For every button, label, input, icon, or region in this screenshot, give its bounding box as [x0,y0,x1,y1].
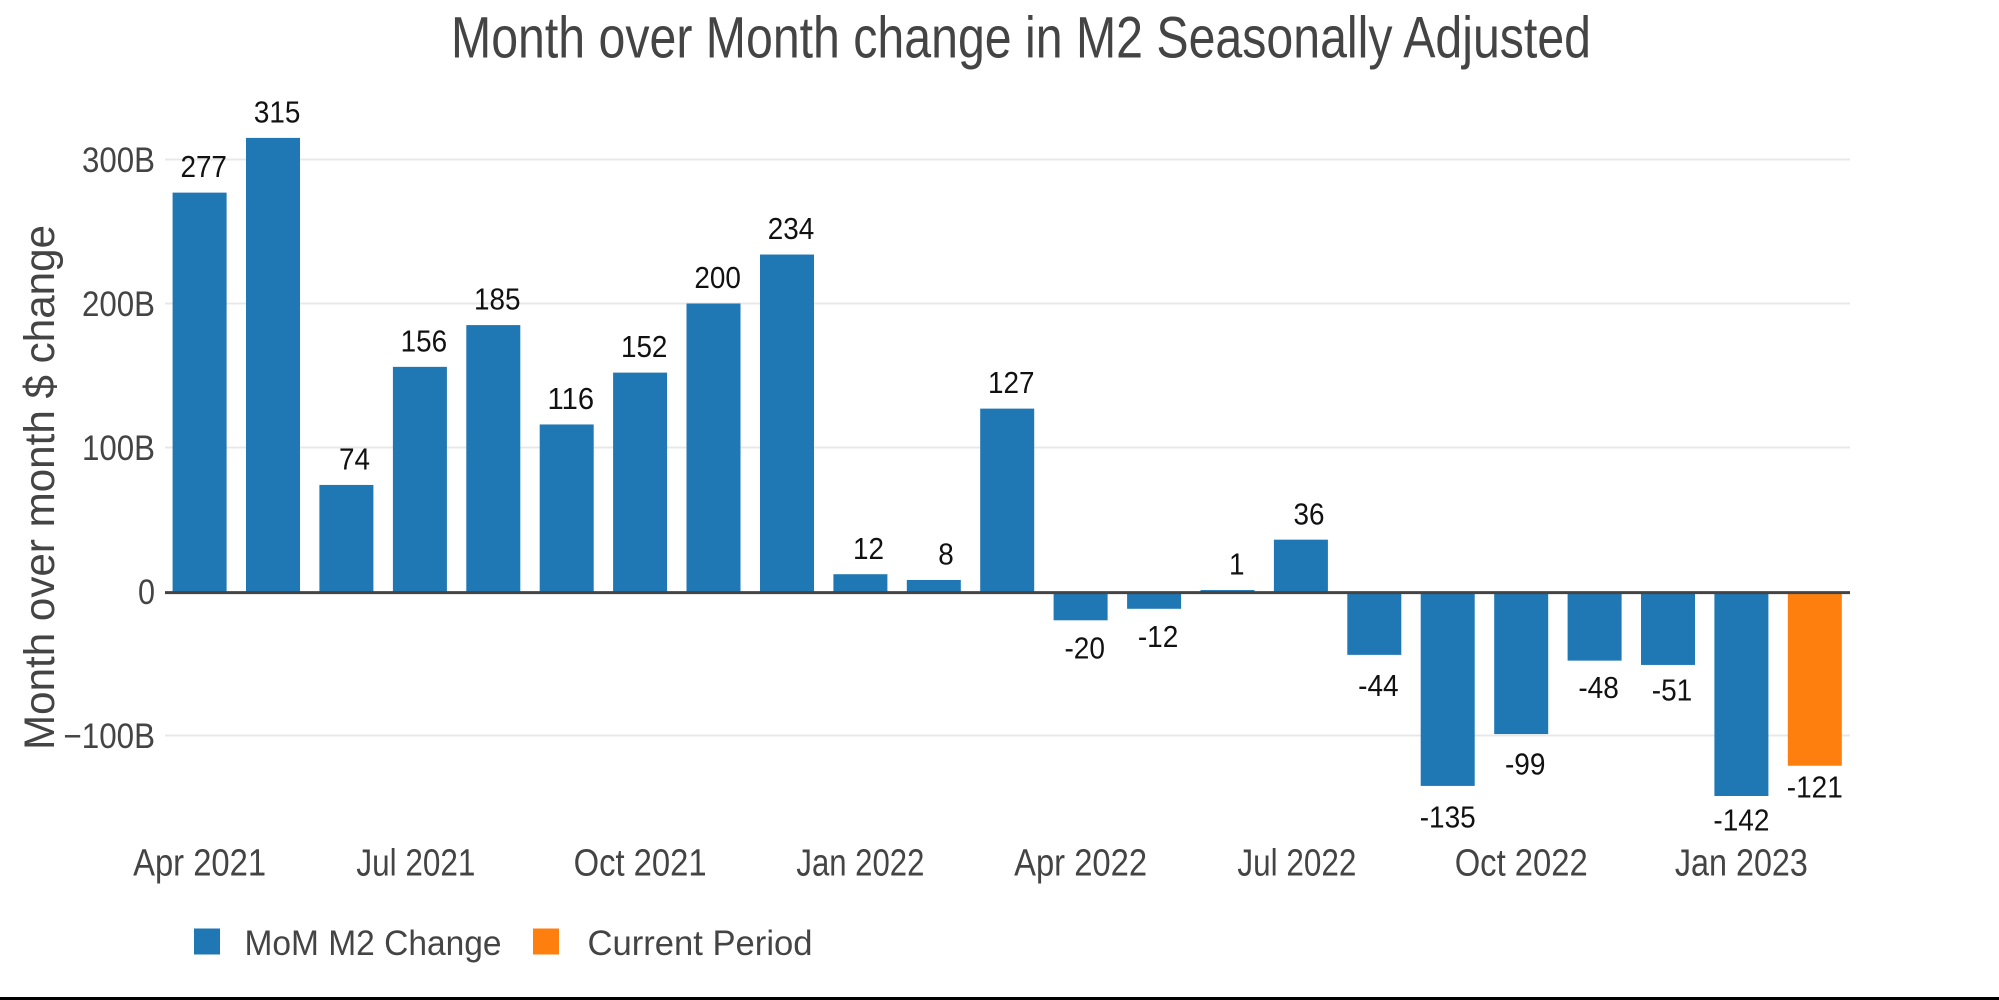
svg-text:Apr 2021: Apr 2021 [133,842,266,884]
svg-text:100B: 100B [82,429,155,468]
svg-text:Oct 2021: Oct 2021 [574,842,707,884]
svg-text:300B: 300B [82,141,155,180]
svg-text:MoM M2 Change: MoM M2 Change [245,924,502,963]
svg-text:200B: 200B [82,285,155,324]
svg-text:−100B: −100B [64,717,156,756]
svg-text:74: 74 [339,443,370,477]
svg-text:0: 0 [138,573,155,612]
svg-text:-135: -135 [1420,800,1476,834]
svg-text:200: 200 [694,261,741,295]
svg-text:-12: -12 [1138,620,1179,654]
svg-text:-142: -142 [1713,804,1769,838]
svg-text:-48: -48 [1578,671,1619,705]
svg-text:116: 116 [548,382,595,416]
svg-text:-44: -44 [1358,669,1399,703]
svg-text:Current Period: Current Period [588,924,813,963]
svg-text:12: 12 [853,532,884,566]
svg-text:36: 36 [1294,497,1325,531]
svg-text:156: 156 [401,325,448,359]
svg-text:8: 8 [938,538,954,572]
svg-text:-99: -99 [1505,748,1546,782]
svg-text:Jan 2022: Jan 2022 [796,842,924,884]
svg-text:277: 277 [180,150,227,184]
svg-text:-121: -121 [1787,771,1843,805]
svg-text:Month over month $ change: Month over month $ change [16,225,64,750]
svg-text:Jan 2023: Jan 2023 [1675,842,1808,884]
svg-text:-51: -51 [1652,673,1693,707]
svg-text:234: 234 [768,212,815,246]
svg-text:Month over Month change in M2: Month over Month change in M2 Seasonally… [451,6,1591,71]
svg-text:Jul 2021: Jul 2021 [356,842,475,884]
svg-text:185: 185 [474,283,521,317]
svg-text:152: 152 [621,330,668,364]
svg-text:Apr 2022: Apr 2022 [1014,842,1147,884]
svg-text:1: 1 [1229,548,1245,582]
svg-text:Jul 2022: Jul 2022 [1237,842,1356,884]
svg-text:-20: -20 [1064,631,1105,665]
svg-text:315: 315 [254,96,301,130]
svg-text:127: 127 [988,366,1035,400]
svg-text:Oct 2022: Oct 2022 [1455,842,1588,884]
